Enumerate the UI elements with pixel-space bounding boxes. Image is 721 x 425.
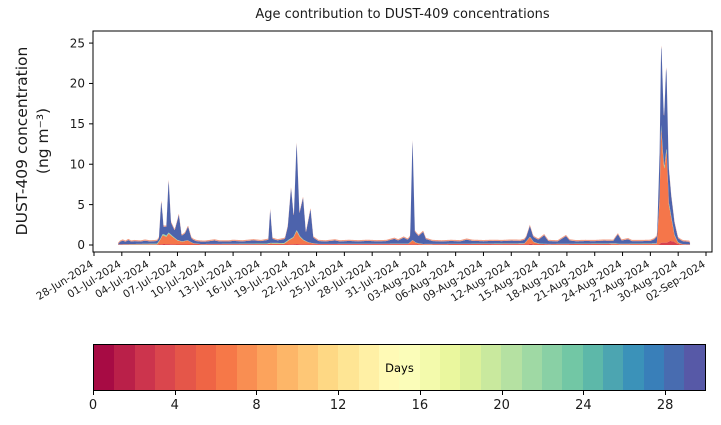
colorbar-cell <box>440 345 461 390</box>
colorbar-cell <box>643 345 665 390</box>
colorbar-cell <box>501 345 522 390</box>
colorbar-tick-label: 20 <box>493 398 510 413</box>
area-series <box>118 124 691 245</box>
colorbar-cell <box>480 345 502 390</box>
colorbar-cell <box>297 345 318 390</box>
colorbar-cell <box>460 345 481 390</box>
colorbar-cell <box>664 345 685 390</box>
colorbar-tick-label: 16 <box>411 398 429 413</box>
colorbar-cell <box>317 345 339 390</box>
colorbar-cell <box>379 345 400 390</box>
area-series <box>118 45 691 244</box>
y-tick-label: 25 <box>70 36 85 50</box>
area-series <box>118 128 691 245</box>
colorbar-tick-label: 24 <box>575 398 592 413</box>
colorbar-cell <box>521 345 542 390</box>
colorbar-cell <box>602 345 624 390</box>
colorbar-tick-mark <box>174 391 176 395</box>
colorbar-tick-label: 4 <box>170 398 179 413</box>
colorbar-tick-label: 12 <box>329 398 347 413</box>
colorbar-cell <box>134 345 156 390</box>
plot-frame <box>92 30 713 253</box>
colorbar-tick-mark <box>338 391 340 395</box>
colorbar-tick-mark <box>419 391 421 395</box>
colorbar-cell <box>277 345 298 390</box>
colorbar-cell <box>623 345 644 390</box>
colorbar-cell <box>562 345 583 390</box>
colorbar-cell <box>338 345 359 390</box>
colorbar-cell <box>582 345 603 390</box>
y-tick-label: 10 <box>70 157 85 171</box>
colorbar-cell <box>419 345 441 390</box>
colorbar-cell <box>155 345 176 390</box>
colorbar-tick-mark <box>93 391 94 395</box>
y-tick-label: 5 <box>77 198 85 212</box>
y-tick-label: 0 <box>77 238 85 252</box>
stacked-areas <box>118 45 691 245</box>
colorbar-cell <box>216 345 237 390</box>
chart-title: Age contribution to DUST-409 concentrati… <box>255 7 550 22</box>
colorbar-cell <box>399 345 420 390</box>
colorbar-cell <box>114 345 135 390</box>
colorbar-cell <box>684 345 705 390</box>
colorbar-cell <box>358 345 380 390</box>
colorbar-tick-label: 28 <box>656 398 674 413</box>
colorbar-cell <box>541 345 563 390</box>
area-series <box>118 46 691 245</box>
y-tick-label: 20 <box>70 77 85 91</box>
y-tick-label: 15 <box>70 117 85 131</box>
colorbar-tick-mark <box>256 391 258 395</box>
colorbar <box>93 344 706 391</box>
colorbar-cell <box>195 345 217 390</box>
colorbar-cell <box>236 345 257 390</box>
concentration-plot: 051015202528-Jun-202401-Jul-202404-Jul-2… <box>34 30 713 305</box>
colorbar-cell <box>175 345 196 390</box>
colorbar-tick-label: 0 <box>88 398 98 413</box>
colorbar-tick-mark <box>665 391 667 395</box>
colorbar-cell <box>256 345 278 390</box>
colorbar-cell <box>94 345 115 390</box>
colorbar-tick-mark <box>583 391 585 395</box>
area-series <box>118 240 691 245</box>
colorbar-tick-label: 8 <box>252 398 261 413</box>
colorbar-tick-mark <box>501 391 503 395</box>
